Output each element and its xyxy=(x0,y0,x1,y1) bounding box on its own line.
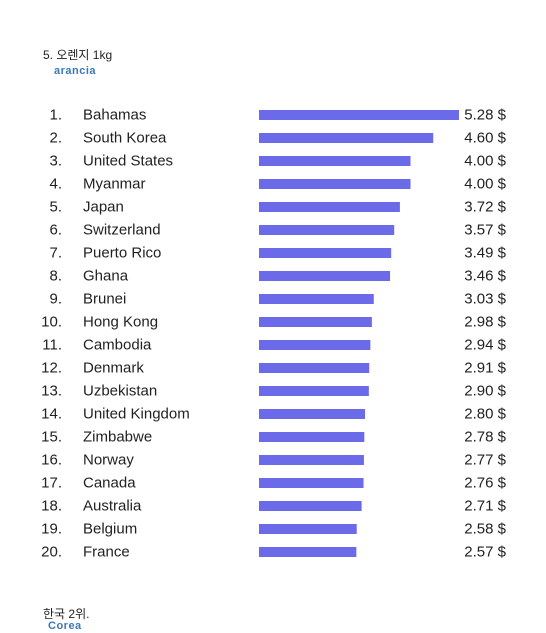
category-label: Bahamas xyxy=(83,107,146,124)
category-label: South Korea xyxy=(83,130,167,147)
bar xyxy=(259,179,411,189)
bar xyxy=(259,156,411,166)
rank-label: 3. xyxy=(49,153,62,170)
chart-title: 5. 오렌지 1kg xyxy=(43,48,113,62)
value-label: 4.60 $ xyxy=(464,130,506,147)
value-label: 3.46 $ xyxy=(464,268,506,285)
rank-label: 5. xyxy=(49,199,62,216)
value-label: 5.28 $ xyxy=(464,107,506,124)
bar xyxy=(259,202,400,212)
category-label: Belgium xyxy=(83,521,137,538)
value-label: 2.80 $ xyxy=(464,406,506,423)
category-label: Uzbekistan xyxy=(83,383,157,400)
value-label: 2.77 $ xyxy=(464,452,506,469)
category-label: Ghana xyxy=(83,268,129,285)
value-label: 3.49 $ xyxy=(464,245,506,262)
bar xyxy=(259,317,372,327)
value-label: 2.78 $ xyxy=(464,429,506,446)
footer-note: 한국 2위. xyxy=(43,607,90,621)
value-label: 2.71 $ xyxy=(464,498,506,515)
value-label: 3.57 $ xyxy=(464,222,506,239)
rank-label: 7. xyxy=(49,245,62,262)
category-label: Cambodia xyxy=(83,337,152,354)
value-label: 3.03 $ xyxy=(464,291,506,308)
category-label: United States xyxy=(83,153,173,170)
value-label: 2.76 $ xyxy=(464,475,506,492)
bar xyxy=(259,271,391,281)
bar xyxy=(259,110,459,120)
category-label: Brunei xyxy=(83,291,126,308)
footer-subtitle: Corea xyxy=(48,620,82,632)
bar xyxy=(259,501,362,511)
bar xyxy=(259,386,369,396)
rank-label: 10. xyxy=(41,314,62,331)
category-label: France xyxy=(83,544,130,561)
rank-label: 2. xyxy=(49,130,62,147)
bar xyxy=(259,409,366,419)
category-label: Zimbabwe xyxy=(83,429,152,446)
rank-label: 19. xyxy=(41,521,62,538)
rank-label: 8. xyxy=(49,268,62,285)
bar xyxy=(259,340,371,350)
value-label: 2.90 $ xyxy=(464,383,506,400)
rank-label: 18. xyxy=(41,498,62,515)
category-label: Australia xyxy=(83,498,142,515)
value-label: 4.00 $ xyxy=(464,176,506,193)
rank-label: 12. xyxy=(41,360,62,377)
value-label: 2.57 $ xyxy=(464,544,506,561)
value-label: 3.72 $ xyxy=(464,199,506,216)
category-label: Switzerland xyxy=(83,222,161,239)
rank-label: 9. xyxy=(49,291,62,308)
rank-label: 14. xyxy=(41,406,62,423)
rank-label: 13. xyxy=(41,383,62,400)
rank-label: 16. xyxy=(41,452,62,469)
category-label: United Kingdom xyxy=(83,406,190,423)
category-label: Canada xyxy=(83,475,136,492)
bar xyxy=(259,478,364,488)
rank-label: 1. xyxy=(49,107,62,124)
bar xyxy=(259,547,357,557)
bar xyxy=(259,225,395,235)
bar xyxy=(259,363,370,373)
category-label: Norway xyxy=(83,452,134,469)
category-label: Puerto Rico xyxy=(83,245,161,262)
value-label: 2.98 $ xyxy=(464,314,506,331)
rank-label: 17. xyxy=(41,475,62,492)
bar xyxy=(259,432,365,442)
value-label: 4.00 $ xyxy=(464,153,506,170)
bar xyxy=(259,248,392,258)
chart-subtitle: arancia xyxy=(54,65,97,77)
value-label: 2.91 $ xyxy=(464,360,506,377)
category-label: Myanmar xyxy=(83,176,146,193)
value-label: 2.58 $ xyxy=(464,521,506,538)
category-label: Japan xyxy=(83,199,124,216)
bar xyxy=(259,455,364,465)
category-label: Denmark xyxy=(83,360,144,377)
rank-label: 20. xyxy=(41,544,62,561)
bar xyxy=(259,294,374,304)
rank-label: 4. xyxy=(49,176,62,193)
rank-label: 15. xyxy=(41,429,62,446)
value-label: 2.94 $ xyxy=(464,337,506,354)
rank-label: 11. xyxy=(42,337,62,354)
bar xyxy=(259,133,434,143)
bar xyxy=(259,524,357,534)
rank-label: 6. xyxy=(49,222,62,239)
category-label: Hong Kong xyxy=(83,314,158,331)
